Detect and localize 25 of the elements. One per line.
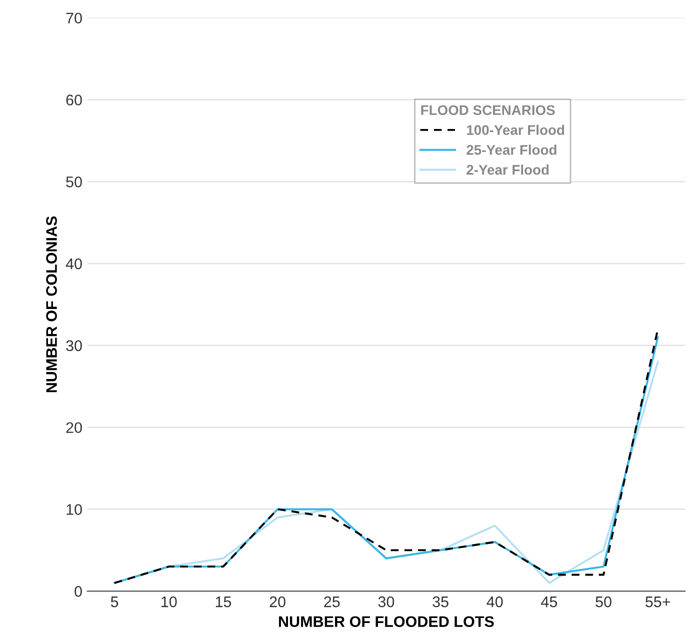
x-tick-label: 45 xyxy=(541,596,558,608)
y-tick-label: 50 xyxy=(66,176,82,188)
y-tick-label: 20 xyxy=(66,422,82,434)
x-tick-label: 10 xyxy=(162,596,177,608)
y-tick-label: 10 xyxy=(66,504,82,515)
y-tick-label: 0 xyxy=(74,586,82,597)
x-tick-label: 20 xyxy=(270,596,286,608)
x-axis-title: NUMBER OF FLOODED LOTS xyxy=(279,616,494,628)
legend-label: 2-Year Flood xyxy=(466,164,549,175)
x-tick-label: 15 xyxy=(216,596,232,608)
x-tick-label: 25 xyxy=(324,596,340,608)
x-tick-label: 50 xyxy=(596,596,612,608)
legend-label: 100-Year Flood xyxy=(467,124,564,135)
legend-label: 25-Year Flood xyxy=(466,144,556,155)
y-axis-title: NUMBER OF COLONIAS xyxy=(46,216,57,392)
x-tick-label: 55+ xyxy=(646,596,670,608)
y-tick-label: 60 xyxy=(66,94,82,106)
legend-title: FLOOD SCENARIOS xyxy=(421,105,555,116)
x-tick-label: 35 xyxy=(432,596,448,608)
y-tick-label: 30 xyxy=(66,340,82,352)
y-tick-label: 40 xyxy=(66,258,82,270)
x-tick-label: 5 xyxy=(110,596,118,608)
y-tick-label: 70 xyxy=(66,12,82,24)
x-tick-label: 40 xyxy=(486,596,503,608)
x-tick-label: 30 xyxy=(378,596,394,608)
